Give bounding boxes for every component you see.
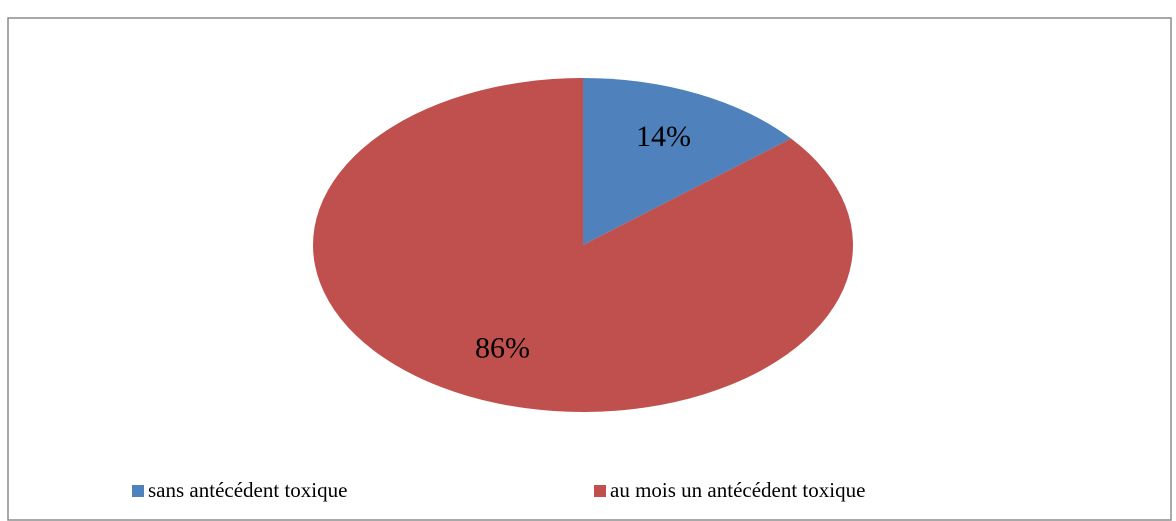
data-label: 86% bbox=[475, 332, 530, 365]
pie-slice bbox=[583, 78, 792, 245]
legend-label: au mois un antécédent toxique bbox=[610, 478, 865, 502]
data-label: 14% bbox=[636, 120, 691, 153]
legend-label: sans antécédent toxique bbox=[148, 478, 347, 502]
legend-swatch bbox=[132, 485, 144, 497]
pie-slice bbox=[312, 78, 853, 412]
legend-swatch bbox=[594, 485, 606, 497]
